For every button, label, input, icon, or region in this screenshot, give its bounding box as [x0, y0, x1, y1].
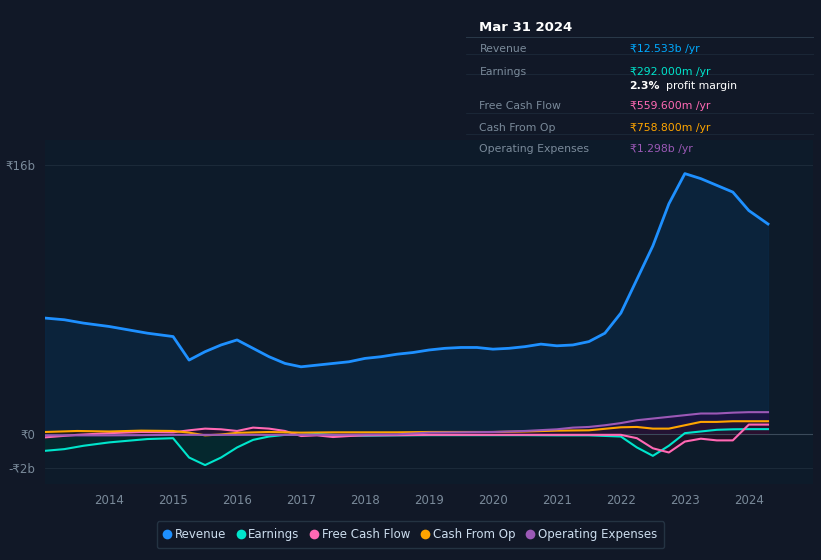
- Text: Mar 31 2024: Mar 31 2024: [479, 21, 573, 34]
- Text: Cash From Op: Cash From Op: [479, 123, 556, 133]
- Legend: Revenue, Earnings, Free Cash Flow, Cash From Op, Operating Expenses: Revenue, Earnings, Free Cash Flow, Cash …: [157, 521, 664, 548]
- Text: Operating Expenses: Operating Expenses: [479, 144, 589, 154]
- Text: Free Cash Flow: Free Cash Flow: [479, 101, 562, 111]
- Text: profit margin: profit margin: [666, 81, 737, 91]
- Text: Earnings: Earnings: [479, 67, 526, 77]
- Text: 2.3%: 2.3%: [630, 81, 660, 91]
- Text: ₹559.600m /yr: ₹559.600m /yr: [630, 101, 710, 111]
- Text: Revenue: Revenue: [479, 44, 527, 54]
- Text: ₹12.533b /yr: ₹12.533b /yr: [630, 44, 699, 54]
- Text: ₹292.000m /yr: ₹292.000m /yr: [630, 67, 710, 77]
- Text: ₹1.298b /yr: ₹1.298b /yr: [630, 144, 692, 154]
- Text: ₹758.800m /yr: ₹758.800m /yr: [630, 123, 710, 133]
